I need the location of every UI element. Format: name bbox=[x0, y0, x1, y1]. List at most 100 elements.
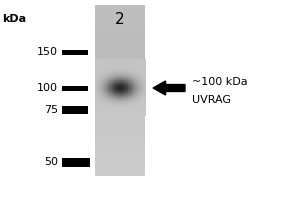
Bar bbox=[112, 108, 113, 110]
Bar bbox=[117, 83, 118, 84]
Bar bbox=[116, 60, 117, 61]
Bar bbox=[104, 86, 106, 87]
Bar bbox=[129, 66, 130, 68]
Bar bbox=[129, 75, 130, 77]
Bar bbox=[95, 15, 145, 16]
Bar bbox=[139, 71, 140, 73]
Bar bbox=[95, 82, 96, 83]
Bar bbox=[106, 71, 107, 72]
Bar bbox=[103, 112, 104, 113]
Bar bbox=[142, 112, 144, 113]
Bar bbox=[129, 114, 130, 115]
Bar bbox=[121, 97, 122, 98]
Bar bbox=[123, 88, 125, 89]
Bar bbox=[140, 67, 141, 68]
Bar bbox=[103, 75, 105, 77]
Bar bbox=[98, 73, 100, 75]
Bar bbox=[99, 102, 101, 103]
Bar bbox=[133, 90, 135, 91]
Bar bbox=[119, 80, 121, 81]
Bar bbox=[96, 72, 97, 73]
Bar bbox=[104, 76, 106, 77]
Bar bbox=[127, 69, 128, 70]
Bar bbox=[117, 61, 118, 62]
Text: 2: 2 bbox=[115, 12, 125, 27]
Bar bbox=[109, 110, 110, 112]
Bar bbox=[144, 114, 145, 115]
Bar bbox=[125, 104, 126, 105]
Bar bbox=[126, 66, 127, 67]
Bar bbox=[118, 67, 120, 68]
Bar bbox=[112, 71, 114, 73]
Bar bbox=[125, 61, 126, 62]
Bar bbox=[118, 92, 120, 94]
Bar bbox=[114, 114, 116, 115]
Bar bbox=[97, 112, 98, 113]
Bar bbox=[98, 68, 100, 70]
Bar bbox=[106, 73, 107, 74]
Bar bbox=[126, 115, 127, 116]
Bar bbox=[112, 95, 113, 96]
Bar bbox=[97, 102, 98, 103]
Bar bbox=[128, 83, 130, 84]
Bar bbox=[142, 78, 143, 80]
Bar bbox=[120, 75, 121, 76]
Bar bbox=[99, 78, 101, 80]
Bar bbox=[108, 107, 110, 108]
Bar bbox=[101, 71, 102, 72]
Bar bbox=[98, 83, 100, 84]
Bar bbox=[123, 94, 125, 96]
Bar bbox=[131, 101, 132, 103]
Bar bbox=[100, 100, 101, 101]
Bar bbox=[143, 108, 145, 110]
Bar bbox=[107, 82, 109, 84]
Bar bbox=[126, 105, 127, 106]
Bar bbox=[95, 108, 96, 110]
Bar bbox=[144, 59, 145, 61]
Bar bbox=[132, 73, 133, 75]
Bar bbox=[112, 64, 114, 65]
Bar bbox=[142, 94, 144, 96]
Bar bbox=[129, 99, 130, 100]
Bar bbox=[115, 94, 116, 95]
Bar bbox=[128, 68, 129, 69]
Bar bbox=[120, 88, 121, 89]
Bar bbox=[109, 104, 110, 105]
Bar bbox=[98, 90, 100, 91]
Bar bbox=[111, 64, 112, 65]
Bar bbox=[139, 115, 140, 116]
Bar bbox=[126, 110, 127, 111]
Bar bbox=[118, 114, 119, 115]
Bar bbox=[122, 97, 124, 98]
Bar bbox=[116, 73, 117, 75]
Bar bbox=[128, 68, 129, 70]
Bar bbox=[95, 60, 145, 61]
Bar bbox=[95, 35, 145, 36]
Bar bbox=[109, 99, 110, 100]
Bar bbox=[129, 92, 130, 93]
Bar bbox=[132, 81, 133, 82]
Bar bbox=[101, 65, 102, 66]
Bar bbox=[138, 81, 140, 82]
Bar bbox=[99, 107, 101, 108]
Bar bbox=[104, 106, 106, 107]
Bar bbox=[95, 74, 96, 75]
Bar bbox=[127, 103, 128, 104]
Bar bbox=[112, 66, 114, 68]
Bar bbox=[136, 106, 137, 107]
Bar bbox=[113, 85, 115, 87]
Bar bbox=[107, 94, 108, 95]
Bar bbox=[142, 88, 144, 89]
Bar bbox=[113, 67, 115, 68]
Bar bbox=[107, 82, 109, 83]
Bar bbox=[138, 78, 140, 80]
Bar bbox=[109, 82, 110, 83]
Bar bbox=[135, 109, 136, 110]
Bar bbox=[142, 90, 144, 91]
Bar bbox=[95, 116, 145, 117]
Bar bbox=[138, 73, 140, 75]
Bar bbox=[101, 80, 102, 81]
Bar bbox=[133, 68, 134, 69]
Bar bbox=[135, 88, 136, 89]
Bar bbox=[98, 94, 99, 95]
